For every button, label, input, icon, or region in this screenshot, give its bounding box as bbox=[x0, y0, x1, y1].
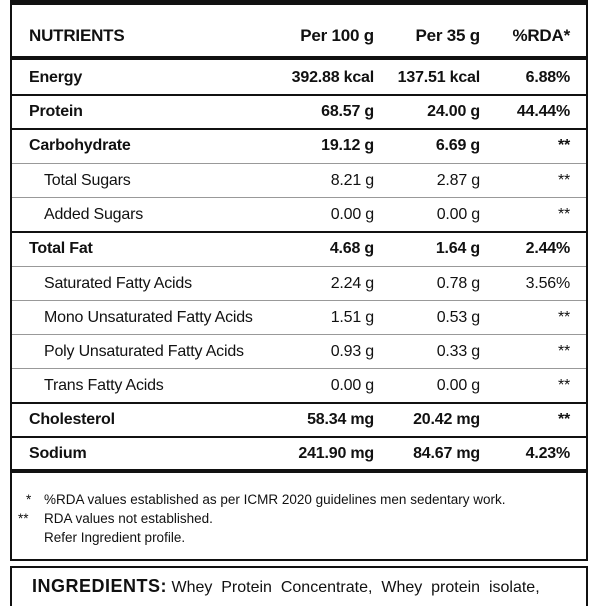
nutrient-name: Poly Unsaturated Fatty Acids bbox=[44, 343, 244, 360]
header-divider bbox=[12, 56, 586, 60]
table-row: Saturated Fatty Acids 2.24 g 0.78 g 3.56% bbox=[12, 268, 586, 300]
footnote-refer: Refer Ingredient profile. bbox=[44, 530, 186, 545]
table-header-row: NUTRIENTS Per 100 g Per 35 g %RDA* bbox=[12, 24, 586, 48]
value-per-100g: 0.00 g bbox=[330, 206, 374, 223]
value-per-35g: 24.00 g bbox=[427, 103, 480, 120]
value-per-35g: 84.67 mg bbox=[413, 445, 480, 462]
value-per-35g: 0.00 g bbox=[436, 377, 480, 394]
table-row: Poly Unsaturated Fatty Acids 0.93 g 0.33 g… bbox=[12, 336, 586, 368]
table-row: Carbohydrate 19.12 g 6.69 g ** bbox=[12, 130, 586, 162]
value-rda: 6.88% bbox=[525, 69, 571, 86]
value-per-100g: 68.57 g bbox=[321, 103, 374, 120]
value-per-100g: 4.68 g bbox=[329, 240, 374, 257]
nutrition-panel bbox=[10, 0, 588, 561]
footnotes: * %RDA values established as per ICMR 202… bbox=[18, 490, 506, 547]
header-per-35g: Per 35 g bbox=[415, 26, 480, 45]
value-rda: 2.44% bbox=[525, 240, 571, 257]
value-per-35g: 1.64 g bbox=[435, 240, 480, 257]
value-rda: ** bbox=[557, 309, 570, 326]
nutrient-name: Saturated Fatty Acids bbox=[44, 275, 192, 292]
header-nutrients: NUTRIENTS bbox=[29, 26, 125, 45]
value-rda: 3.56% bbox=[525, 275, 571, 292]
nutrient-name: Trans Fatty Acids bbox=[44, 377, 164, 394]
table-row: Energy 392.88 kcal 137.51 kcal 6.88% bbox=[12, 62, 586, 94]
row-divider bbox=[12, 436, 586, 438]
value-rda: ** bbox=[557, 411, 570, 428]
row-divider bbox=[12, 197, 586, 198]
row-divider bbox=[12, 300, 586, 301]
value-per-100g: 241.90 mg bbox=[298, 445, 374, 462]
ingredients-line: INGREDIENTS: Whey Protein Concentrate, W… bbox=[32, 576, 540, 597]
table-row: Sodium 241.90 mg 84.67 mg 4.23% bbox=[12, 438, 586, 470]
table-row: Protein 68.57 g 24.00 g 44.44% bbox=[12, 96, 586, 128]
nutrient-name: Mono Unsaturated Fatty Acids bbox=[44, 309, 253, 326]
value-per-35g: 137.51 kcal bbox=[397, 69, 481, 86]
nutrient-name: Carbohydrate bbox=[29, 137, 131, 154]
row-divider bbox=[12, 128, 586, 130]
table-row: Total Sugars 8.21 g 2.87 g ** bbox=[12, 165, 586, 197]
value-per-35g: 0.33 g bbox=[436, 343, 480, 360]
nutrient-name: Sodium bbox=[29, 445, 87, 462]
row-divider bbox=[12, 163, 586, 164]
value-per-35g: 0.53 g bbox=[436, 309, 480, 326]
value-rda: ** bbox=[557, 137, 570, 154]
row-divider bbox=[12, 402, 586, 404]
row-divider bbox=[12, 231, 586, 233]
nutrient-name: Energy bbox=[29, 69, 83, 86]
header-rda: %RDA* bbox=[512, 26, 570, 45]
nutrient-name: Total Fat bbox=[29, 240, 93, 257]
row-divider bbox=[12, 368, 586, 369]
value-per-100g: 19.12 g bbox=[321, 137, 374, 154]
ingredients-text: Whey Protein Concentrate, Whey protein i… bbox=[167, 579, 540, 596]
value-per-100g: 392.88 kcal bbox=[291, 69, 375, 86]
value-per-35g: 2.87 g bbox=[436, 172, 480, 189]
value-rda: ** bbox=[557, 377, 570, 394]
nutrient-name: Protein bbox=[29, 103, 83, 120]
table-bottom-divider bbox=[12, 469, 586, 473]
ingredients-box bbox=[10, 566, 588, 606]
footnote-single-star: * %RDA values established as per ICMR 202… bbox=[26, 492, 506, 507]
value-per-100g: 2.24 g bbox=[330, 275, 374, 292]
table-row: Cholesterol 58.34 mg 20.42 mg ** bbox=[12, 404, 586, 436]
value-per-100g: 1.51 g bbox=[330, 309, 374, 326]
table-row: Total Fat 4.68 g 1.64 g 2.44% bbox=[12, 233, 586, 265]
table-row: Trans Fatty Acids 0.00 g 0.00 g ** bbox=[12, 370, 586, 402]
value-per-100g: 0.93 g bbox=[330, 343, 374, 360]
value-per-35g: 6.69 g bbox=[435, 137, 480, 154]
footnote-double-star: ** RDA values not established. bbox=[18, 511, 213, 526]
nutrient-name: Cholesterol bbox=[29, 411, 115, 428]
value-per-35g: 20.42 mg bbox=[413, 411, 480, 428]
value-rda: ** bbox=[557, 206, 570, 223]
table-row: Added Sugars 0.00 g 0.00 g ** bbox=[12, 199, 586, 231]
value-per-35g: 0.78 g bbox=[436, 275, 480, 292]
value-rda: 4.23% bbox=[525, 445, 571, 462]
value-rda: 44.44% bbox=[516, 103, 570, 120]
row-divider bbox=[12, 266, 586, 267]
value-per-100g: 8.21 g bbox=[330, 172, 374, 189]
header-per-100g: Per 100 g bbox=[300, 26, 374, 45]
value-rda: ** bbox=[557, 172, 570, 189]
value-per-100g: 0.00 g bbox=[330, 377, 374, 394]
nutrient-name: Added Sugars bbox=[44, 206, 144, 223]
value-rda: ** bbox=[557, 343, 570, 360]
ingredients-label: INGREDIENTS: bbox=[32, 576, 168, 596]
value-per-35g: 0.00 g bbox=[436, 206, 480, 223]
row-divider bbox=[12, 334, 586, 335]
panel-top-border bbox=[10, 0, 588, 5]
value-per-100g: 58.34 mg bbox=[307, 411, 374, 428]
row-divider bbox=[12, 94, 586, 96]
nutrient-name: Total Sugars bbox=[44, 172, 131, 189]
table-row: Mono Unsaturated Fatty Acids 1.51 g 0.53 g… bbox=[12, 302, 586, 334]
